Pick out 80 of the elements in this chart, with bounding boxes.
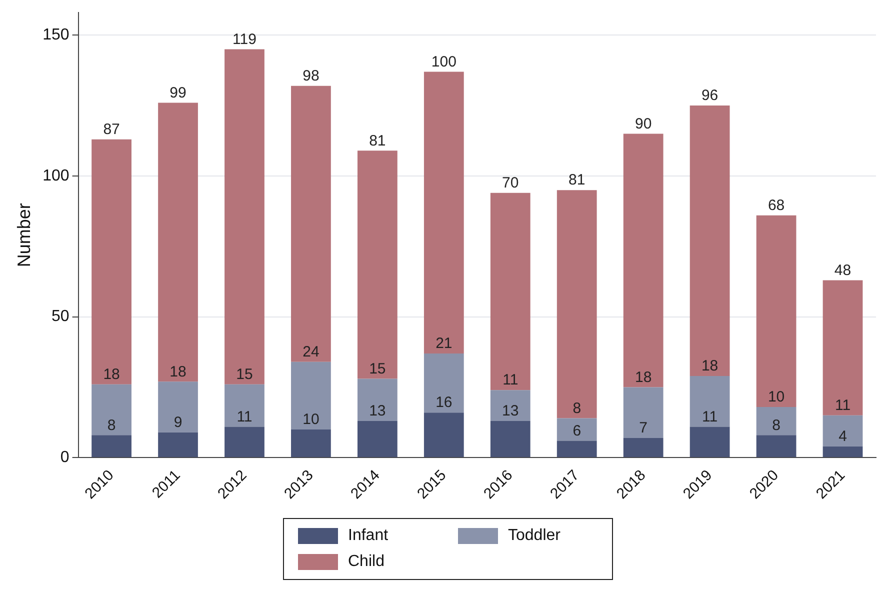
bar (92, 139, 132, 384)
bar (690, 106, 730, 376)
bar (556, 190, 597, 418)
bar (690, 376, 730, 427)
y-tick-label: 100 (42, 167, 70, 184)
legend-label: Child (348, 553, 384, 571)
data-label: 11 (834, 397, 851, 414)
bar (756, 435, 796, 458)
data-label: 18 (701, 358, 718, 375)
data-label: 90 (634, 115, 652, 132)
data-label: 15 (236, 366, 253, 384)
bar (490, 390, 530, 422)
bar (291, 430, 331, 458)
bar (690, 426, 730, 458)
bar (291, 86, 331, 362)
bar (756, 406, 796, 436)
bar (357, 421, 398, 458)
data-label: 96 (701, 87, 718, 104)
data-label: 98 (302, 67, 320, 84)
bar (224, 49, 264, 384)
bar (490, 192, 530, 390)
data-label: 7 (639, 420, 648, 437)
bar (424, 412, 464, 458)
bar (623, 438, 664, 458)
data-label: 70 (502, 174, 519, 192)
data-label: 11 (502, 372, 518, 389)
data-label: 8 (572, 400, 582, 417)
data-label: 81 (369, 132, 386, 150)
data-label: 100 (431, 53, 456, 70)
bar (224, 384, 264, 427)
bar (92, 435, 132, 458)
data-label: 9 (174, 414, 182, 431)
data-label: 99 (170, 84, 186, 102)
bar (357, 378, 398, 422)
bar (158, 382, 198, 432)
bar (822, 280, 863, 416)
data-label: 10 (302, 411, 320, 428)
y-tick-label: 0 (60, 449, 70, 466)
bar (490, 421, 530, 458)
data-label: 8 (772, 416, 780, 434)
data-label: 24 (302, 344, 320, 361)
bar (424, 353, 464, 413)
data-label: 18 (103, 366, 120, 384)
data-label: 18 (170, 363, 186, 380)
data-label: 15 (369, 360, 386, 378)
bar (291, 362, 331, 430)
bar (224, 426, 264, 458)
data-label: 10 (768, 388, 785, 406)
bar (756, 215, 796, 407)
bar (92, 384, 132, 436)
data-label: 119 (232, 30, 256, 48)
legend-label: Toddler (508, 527, 560, 545)
data-label: 13 (502, 402, 519, 420)
data-label: 4 (838, 428, 847, 446)
bar (158, 432, 198, 458)
data-label: 18 (634, 368, 652, 386)
y-tick-label: 50 (52, 308, 70, 326)
data-label: 8 (107, 416, 116, 434)
bar (822, 415, 863, 446)
data-label: 87 (103, 121, 120, 138)
data-label: 6 (572, 422, 582, 440)
data-label: 48 (834, 262, 852, 279)
bar (357, 150, 398, 379)
bar (158, 102, 198, 382)
y-axis-title: Number (14, 203, 34, 268)
data-label: 81 (568, 172, 586, 189)
bar (623, 387, 664, 438)
bar (822, 446, 863, 458)
bar (623, 134, 664, 388)
data-label: 68 (768, 197, 785, 214)
bar (424, 72, 464, 354)
bar (556, 418, 597, 441)
bar (556, 440, 597, 458)
y-tick-label: 150 (42, 26, 70, 44)
legend-label: Infant (348, 527, 388, 545)
data-label: 13 (369, 402, 386, 420)
data-label: 11 (236, 408, 252, 426)
data-label: 11 (702, 408, 718, 426)
data-label: 21 (436, 335, 452, 352)
data-label: 16 (436, 394, 452, 412)
